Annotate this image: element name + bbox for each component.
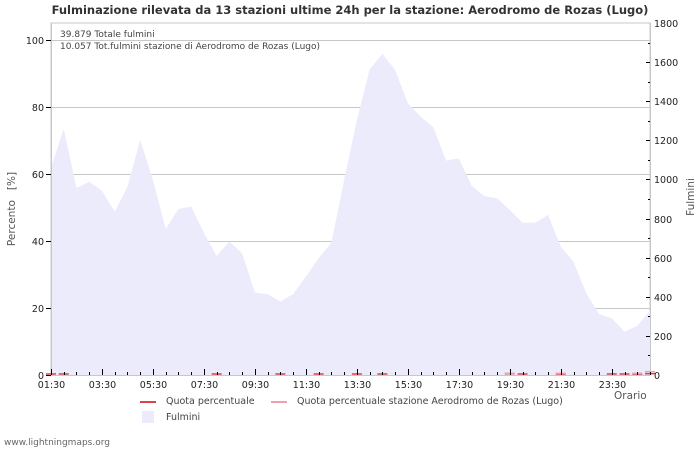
svg-text:40: 40 bbox=[32, 237, 44, 248]
legend-quota: Quota percentuale bbox=[140, 396, 255, 407]
svg-text:1400: 1400 bbox=[654, 97, 678, 108]
svg-text:03:30: 03:30 bbox=[89, 380, 116, 391]
svg-text:1200: 1200 bbox=[654, 136, 678, 147]
svg-text:19:30: 19:30 bbox=[497, 380, 524, 391]
fulmini-area bbox=[51, 53, 650, 376]
svg-text:01:30: 01:30 bbox=[38, 380, 65, 391]
svg-text:80: 80 bbox=[32, 103, 44, 114]
source-footer: www.lightningmaps.org bbox=[4, 438, 110, 448]
svg-text:1000: 1000 bbox=[654, 175, 678, 186]
svg-text:400: 400 bbox=[654, 293, 672, 304]
right-axis-title: Fulmini bbox=[685, 178, 697, 216]
chart-title: Fulminazione rilevata da 13 stazioni ult… bbox=[51, 3, 649, 17]
svg-text:13:30: 13:30 bbox=[344, 380, 371, 391]
svg-text:21:30: 21:30 bbox=[548, 380, 575, 391]
svg-text:100: 100 bbox=[26, 36, 44, 47]
svg-text:20: 20 bbox=[32, 304, 44, 315]
svg-text:23:30: 23:30 bbox=[599, 380, 626, 391]
svg-text:0: 0 bbox=[654, 371, 660, 382]
legend-quota-station-label: Quota percentuale stazione Aerodromo de … bbox=[297, 396, 563, 407]
svg-text:1600: 1600 bbox=[654, 58, 678, 69]
x-axis-title: Orario bbox=[614, 390, 647, 402]
svg-text:600: 600 bbox=[654, 254, 672, 265]
svg-text:17:30: 17:30 bbox=[446, 380, 473, 391]
legend-quota-label: Quota percentuale bbox=[166, 396, 255, 407]
svg-text:1800: 1800 bbox=[654, 19, 678, 30]
left-axis-title: Percento [%] bbox=[6, 171, 18, 247]
legend-quota-station-swatch bbox=[271, 400, 287, 403]
svg-text:0: 0 bbox=[38, 371, 44, 382]
axes: 0204060801000200400600800100012001400160… bbox=[26, 19, 678, 391]
svg-text:60: 60 bbox=[32, 170, 44, 181]
legend-fulmini-label: Fulmini bbox=[166, 411, 201, 423]
svg-text:200: 200 bbox=[654, 332, 672, 343]
svg-text:800: 800 bbox=[654, 215, 672, 226]
legend-quota-station: Quota percentuale stazione Aerodromo de … bbox=[271, 396, 563, 407]
svg-text:15:30: 15:30 bbox=[395, 380, 422, 391]
legend-quota-swatch bbox=[140, 400, 156, 403]
svg-text:09:30: 09:30 bbox=[242, 380, 269, 391]
legend-fulmini-swatch bbox=[142, 411, 154, 423]
station-fulmini-label: 10.057 Tot.fulmini stazione di Aerodromo… bbox=[60, 42, 321, 52]
svg-text:07:30: 07:30 bbox=[191, 380, 218, 391]
total-fulmini-label: 39.879 Totale fulmini bbox=[60, 30, 155, 40]
svg-text:11:30: 11:30 bbox=[293, 380, 320, 391]
svg-text:05:30: 05:30 bbox=[140, 380, 167, 391]
legend-fulmini: Fulmini bbox=[140, 411, 200, 423]
